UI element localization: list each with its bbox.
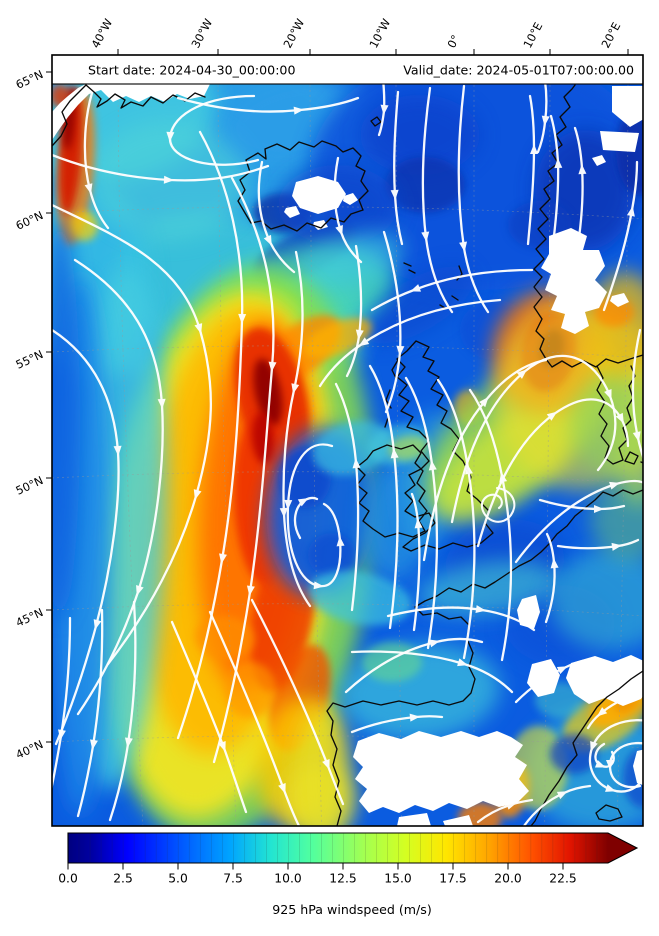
windspeed-field [52, 55, 643, 826]
colorbar-tick-label: 12.5 [329, 872, 356, 886]
colorbar-tick-label: 7.5 [223, 872, 243, 886]
streamlines [52, 55, 643, 826]
title-bar: Start date: 2024-04-30_00:00:00 Valid_da… [51, 54, 644, 85]
title-box [51, 54, 644, 85]
start-date-text: Start date: 2024-04-30_00:00:00 [88, 63, 295, 78]
lat-tick-label: 65°N [14, 68, 45, 92]
colorbar-gradient [67, 832, 639, 864]
lat-tick-label: 50°N [14, 474, 45, 498]
colorbar-tick-label: 5.0 [168, 872, 188, 886]
colorbar-tick-label: 2.5 [113, 872, 133, 886]
colorbar-tick-label: 20.0 [494, 872, 521, 886]
colorbar-ticks: 0.0 2.5 5.0 7.5 10.0 12.5 15.0 17.5 20.0 22.5 [58, 863, 577, 886]
map-frame [51, 54, 644, 827]
colorbar-level-separators [78, 833, 598, 863]
colorbar-tick-label: 17.5 [439, 872, 466, 886]
lat-tick-label: 40°N [14, 738, 45, 762]
lon-tick-label: 30°W [189, 17, 215, 51]
channel-eddy-streamline [480, 486, 516, 523]
colorbar-tick-label: 10.0 [274, 872, 301, 886]
lon-tick-label: 10°E [521, 20, 545, 50]
lat-tick-label: 60°N [14, 209, 45, 233]
lat-tick-label: 55°N [14, 348, 45, 372]
colorbar-tick-label: 22.5 [549, 872, 576, 886]
lon-tick-label: 20°E [599, 20, 623, 50]
colorbar-tick-label: 0.0 [58, 872, 78, 886]
graticule [52, 55, 643, 826]
top-axis-ticks: 40°W 30°W 20°W 10°W 0° 10°E 20°E [89, 17, 629, 55]
colorbar: 0.0 2.5 5.0 7.5 10.0 12.5 15.0 17.5 20.0 22.5 925… [58, 832, 639, 917]
lon-tick-label: 10°W [367, 17, 393, 51]
valid-date-text: Valid_date: 2024-05-01T07:00:00.00 [403, 63, 634, 78]
lon-tick-label: 40°W [89, 17, 115, 51]
left-axis-ticks: 65°N 60°N 55°N 50°N 45°N 40°N [14, 68, 52, 762]
lon-tick-label: 20°W [281, 17, 307, 51]
lat-tick-label: 45°N [14, 606, 45, 630]
colorbar-tick-label: 15.0 [384, 872, 411, 886]
terrain-mask [52, 84, 643, 826]
lon-tick-label: 0° [445, 33, 463, 50]
colorbar-label: 925 hPa windspeed (m/s) [272, 902, 432, 917]
